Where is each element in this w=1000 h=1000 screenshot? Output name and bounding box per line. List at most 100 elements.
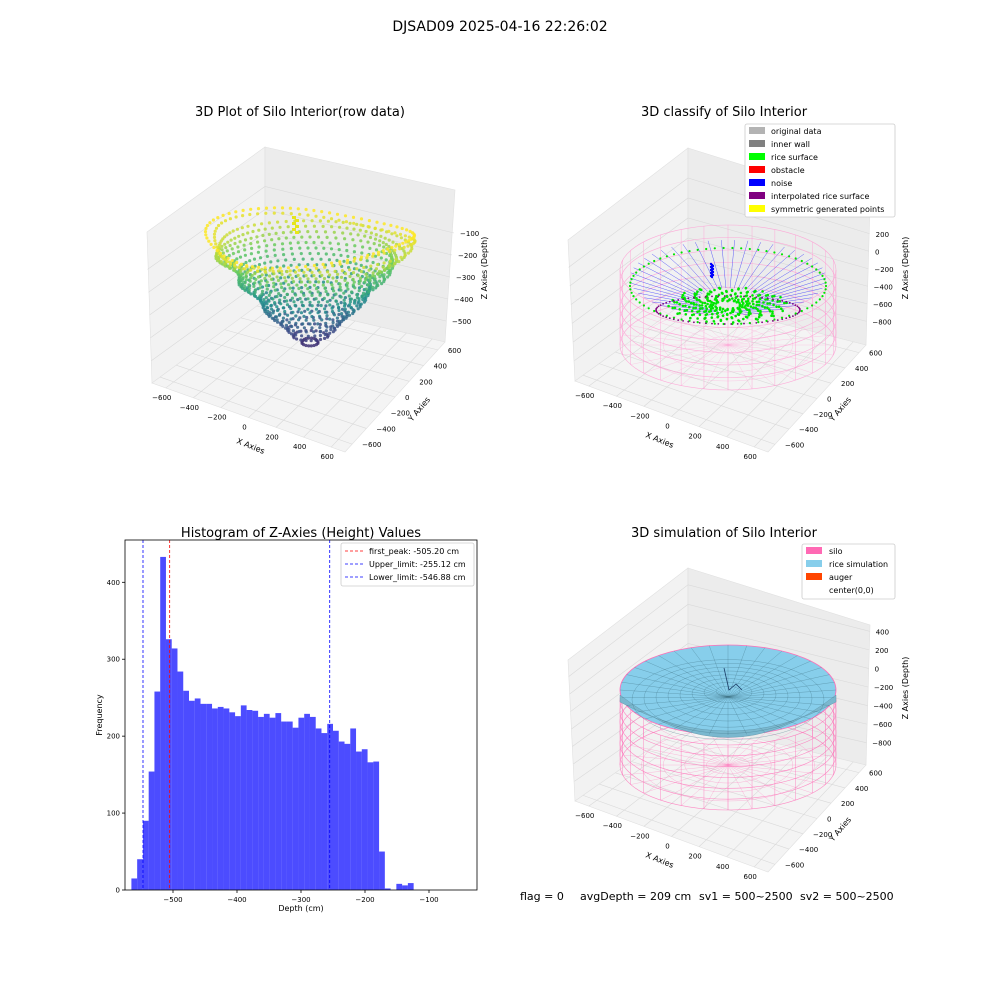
z-tick-label: −300 (456, 274, 475, 282)
rice-surface-point (706, 302, 709, 306)
rice-surface-point (713, 298, 717, 301)
data-point (316, 290, 320, 294)
data-point (246, 270, 250, 274)
surface-mesh-spoke (621, 682, 729, 698)
data-point (364, 272, 368, 276)
data-point (244, 278, 248, 282)
data-point (321, 283, 325, 287)
data-point (307, 344, 311, 348)
data-point (222, 254, 226, 258)
data-point (299, 280, 304, 284)
rice-surface-point (684, 304, 687, 308)
y-tick-label: 300 (107, 656, 120, 664)
histogram-bar (160, 556, 166, 890)
data-point (235, 227, 239, 231)
rice-surface-point (690, 313, 694, 317)
data-point (227, 253, 231, 258)
data-point (295, 225, 299, 228)
data-point (325, 300, 329, 304)
data-point (215, 248, 219, 253)
silo-floor-spoke (681, 764, 729, 806)
z-tick-label: −200 (874, 684, 893, 692)
rice-surface-point (738, 307, 741, 310)
data-point (298, 212, 302, 216)
surface-mesh-spoke (727, 682, 835, 698)
data-point (281, 316, 285, 320)
data-point (382, 261, 386, 265)
data-point (278, 312, 282, 316)
data-point (312, 224, 316, 228)
data-point (309, 336, 314, 340)
interpolated-point (785, 300, 788, 303)
rice-surface-point (683, 291, 686, 295)
panel-histogram: Histogram of Z-Axies (Height) Values −50… (95, 526, 478, 913)
data-point (403, 234, 407, 238)
data-point (352, 221, 356, 225)
rice-surface-point (632, 274, 635, 277)
silo-floor-spoke (727, 745, 826, 766)
data-point (231, 251, 235, 256)
rice-surface-point (771, 312, 774, 315)
data-point (265, 244, 269, 248)
surface-mesh-spoke (727, 696, 766, 733)
interpolated-point (665, 301, 668, 304)
legend-swatch (806, 547, 822, 554)
data-point (318, 337, 323, 342)
rice-surface-point (688, 250, 691, 253)
rice-surface-point (692, 303, 696, 306)
histogram-bar (200, 703, 207, 890)
data-point (291, 286, 295, 290)
legend-label: interpolated rice surface (771, 192, 869, 201)
data-point (280, 206, 285, 210)
data-point (223, 219, 228, 223)
data-point (319, 257, 323, 261)
panel-raw-points (203, 206, 417, 348)
data-point (295, 219, 299, 222)
rice-surface-point (710, 316, 714, 319)
data-point (359, 263, 363, 267)
data-point (364, 295, 368, 300)
data-point (340, 307, 345, 311)
data-point (322, 276, 327, 281)
data-point (300, 268, 304, 272)
legend-swatch (749, 153, 765, 160)
data-point (330, 309, 335, 314)
surface-mesh-spoke (727, 696, 835, 698)
data-point (340, 269, 344, 273)
surface-mesh-spoke (709, 645, 729, 698)
data-point (323, 286, 327, 290)
data-point (314, 343, 318, 347)
data-point (304, 330, 308, 334)
data-point (267, 293, 271, 297)
surface-mesh-spoke (727, 650, 783, 698)
data-point (228, 231, 232, 235)
data-point (322, 215, 326, 219)
rice-surface-point (745, 302, 749, 305)
data-point (367, 219, 371, 223)
data-point (377, 269, 382, 273)
histogram-reference-lines (142, 540, 331, 890)
rice-surface-point (630, 278, 633, 281)
rice-surface-point (751, 294, 754, 297)
data-point (366, 225, 370, 229)
data-point (275, 275, 279, 279)
data-point (364, 229, 368, 234)
data-point (331, 320, 335, 325)
noise-point (753, 297, 812, 307)
rice-surface-point (647, 307, 650, 310)
data-point (319, 329, 323, 334)
data-point (231, 229, 235, 233)
data-point (346, 254, 350, 258)
status-avg-depth: avgDepth = 209 cm (580, 890, 691, 903)
data-point (353, 286, 357, 290)
data-point (221, 237, 225, 241)
noise-point (694, 242, 719, 289)
silo-floor-spoke (630, 325, 729, 346)
data-point (323, 336, 327, 340)
data-point (288, 206, 292, 210)
panel-raw-pane-floor (151, 299, 446, 453)
rice-surface-point (788, 314, 791, 317)
data-point (212, 235, 217, 239)
data-point (359, 302, 363, 306)
